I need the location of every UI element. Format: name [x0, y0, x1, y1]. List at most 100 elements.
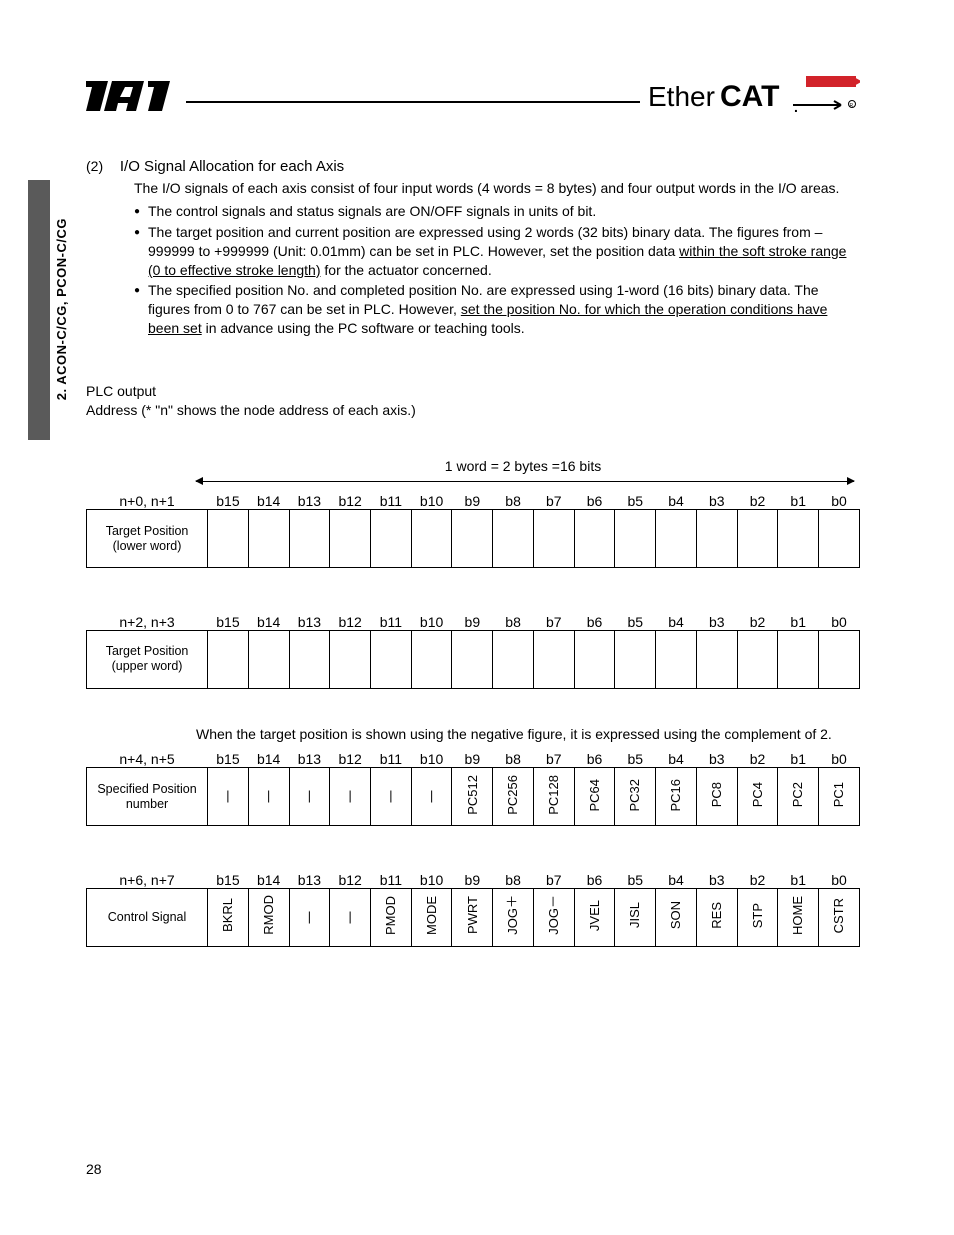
- bit-header: b8: [493, 746, 534, 768]
- bit-header: b6: [574, 608, 615, 630]
- bit-cell: [371, 630, 412, 688]
- header-rule: [186, 101, 640, 103]
- bit-cell: PC1: [819, 768, 860, 826]
- bit-header: b10: [411, 608, 452, 630]
- bit-header: b0: [819, 488, 860, 510]
- bullet-list: The control signals and status signals a…: [134, 202, 860, 338]
- svg-text:R: R: [850, 103, 854, 109]
- bit-cell: PMOD: [371, 888, 412, 946]
- bit-cell: [208, 510, 249, 568]
- bit-header: b6: [574, 866, 615, 888]
- bit-cell: [533, 630, 574, 688]
- word-caption: 1 word = 2 bytes =16 bits: [186, 458, 860, 474]
- bit-header: b2: [737, 608, 778, 630]
- bit-header: b9: [452, 488, 493, 510]
- bit-cell: [819, 510, 860, 568]
- bit-cell: |: [248, 768, 289, 826]
- bit-header: b13: [289, 488, 330, 510]
- bullet-item: The control signals and status signals a…: [134, 202, 860, 221]
- bit-header: b6: [574, 746, 615, 768]
- bit-header: b10: [411, 488, 452, 510]
- bit-header: b14: [248, 488, 289, 510]
- content-area: (2) I/O Signal Allocation for each Axis …: [86, 158, 860, 947]
- bit-cell: JISL: [615, 888, 656, 946]
- bit-cell: [737, 510, 778, 568]
- section-number: (2): [86, 158, 116, 174]
- bit-cell: JOG＋: [493, 888, 534, 946]
- bit-cell: [574, 630, 615, 688]
- bit-header: b15: [208, 608, 249, 630]
- bit-cell: JOG－: [533, 888, 574, 946]
- section-intro: The I/O signals of each axis consist of …: [134, 179, 860, 198]
- bit-cell: [574, 510, 615, 568]
- svg-text:.: .: [794, 99, 798, 115]
- bit-cell: |: [411, 768, 452, 826]
- iai-logo: [86, 79, 178, 113]
- bullet-item: The specified position No. and completed…: [134, 281, 860, 338]
- bit-cell: |: [289, 888, 330, 946]
- bit-header: b2: [737, 866, 778, 888]
- bit-header: b4: [656, 488, 697, 510]
- bit-header: b1: [778, 608, 819, 630]
- bit-cell: PC512: [452, 768, 493, 826]
- bit-cell: [533, 510, 574, 568]
- bit-cell: PC16: [656, 768, 697, 826]
- bit-header: b8: [493, 866, 534, 888]
- bit-header: b5: [615, 488, 656, 510]
- row-label: Control Signal: [87, 888, 208, 946]
- bit-header: b2: [737, 746, 778, 768]
- bit-cell: [696, 630, 737, 688]
- address-label: n+2, n+3: [87, 608, 208, 630]
- page-number: 28: [86, 1161, 102, 1177]
- address-label: n+0, n+1: [87, 488, 208, 510]
- side-tab: [28, 180, 50, 440]
- bit-header: b14: [248, 608, 289, 630]
- bit-range-arrow: [86, 476, 860, 488]
- bit-cell: PC64: [574, 768, 615, 826]
- bit-table: n+6, n+7b15b14b13b12b11b10b9b8b7b6b5b4b3…: [86, 866, 860, 947]
- bit-header: b11: [371, 866, 412, 888]
- bit-cell: CSTR: [819, 888, 860, 946]
- bit-cell: |: [330, 768, 371, 826]
- bit-header: b2: [737, 488, 778, 510]
- bit-table: n+2, n+3b15b14b13b12b11b10b9b8b7b6b5b4b3…: [86, 608, 860, 689]
- bit-header: b13: [289, 608, 330, 630]
- bit-header: b3: [696, 608, 737, 630]
- bit-header: b5: [615, 866, 656, 888]
- bit-header: b0: [819, 866, 860, 888]
- bit-cell: PC2: [778, 768, 819, 826]
- page-header: Ether CAT R .: [86, 72, 860, 120]
- bit-cell: [411, 630, 452, 688]
- bit-cell: [615, 510, 656, 568]
- bit-header: b9: [452, 608, 493, 630]
- bit-cell: [819, 630, 860, 688]
- bit-cell: [289, 510, 330, 568]
- plc-output-heading: PLC output Address (* "n" shows the node…: [86, 382, 860, 420]
- bit-header: b10: [411, 746, 452, 768]
- row-label: Target Position (lower word): [87, 510, 208, 568]
- bit-cell: [248, 630, 289, 688]
- bit-header: b15: [208, 488, 249, 510]
- bit-cell: MODE: [411, 888, 452, 946]
- bit-header: b9: [452, 866, 493, 888]
- bit-cell: SON: [656, 888, 697, 946]
- bit-header: b3: [696, 866, 737, 888]
- bit-cell: PC256: [493, 768, 534, 826]
- bit-header: b11: [371, 488, 412, 510]
- bit-header: b11: [371, 608, 412, 630]
- plc-line2: Address (* "n" shows the node address of…: [86, 401, 860, 420]
- bit-header: b1: [778, 746, 819, 768]
- bit-cell: [248, 510, 289, 568]
- bit-cell: [452, 510, 493, 568]
- bit-cell: [656, 630, 697, 688]
- bit-cell: PC32: [615, 768, 656, 826]
- bit-cell: PC8: [696, 768, 737, 826]
- bit-header: b3: [696, 746, 737, 768]
- bit-cell: |: [330, 888, 371, 946]
- bit-table: n+4, n+5b15b14b13b12b11b10b9b8b7b6b5b4b3…: [86, 746, 860, 827]
- bit-header: b14: [248, 866, 289, 888]
- bit-header: b9: [452, 746, 493, 768]
- bit-cell: [330, 630, 371, 688]
- bit-header: b15: [208, 746, 249, 768]
- bit-cell: |: [371, 768, 412, 826]
